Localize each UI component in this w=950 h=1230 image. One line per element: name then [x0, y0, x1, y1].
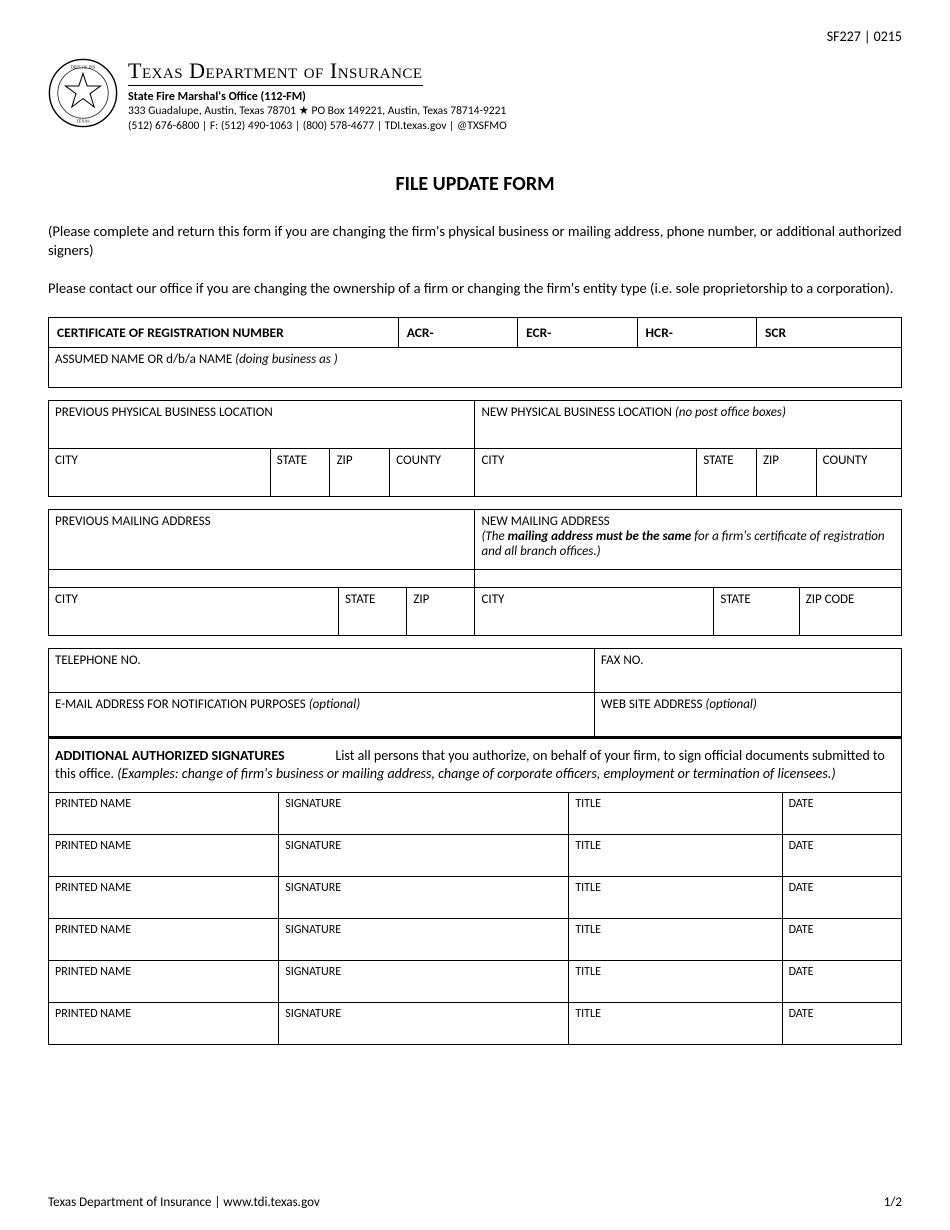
title-3[interactable]: TITLE	[569, 877, 782, 919]
new-mailing-label: NEW MAILING ADDRESS	[481, 514, 895, 529]
title-1[interactable]: TITLE	[569, 793, 782, 835]
website-label: WEB SITE ADDRESS	[601, 697, 703, 712]
svg-text:DEPT OF INS: DEPT OF INS	[71, 65, 96, 70]
department-title: Texas Department of Insurance	[128, 58, 423, 86]
signatures-heading: ADDITIONAL AUTHORIZED SIGNATURES	[55, 747, 285, 764]
signature-4[interactable]: SIGNATURE	[279, 919, 569, 961]
new-mailing-blank[interactable]	[475, 569, 902, 587]
title-6[interactable]: TITLE	[569, 1003, 782, 1045]
date-5[interactable]: DATE	[782, 961, 901, 1003]
new-mail-zipcode-field[interactable]: ZIP CODE	[799, 587, 901, 635]
cert-label: CERTIFICATE OF REGISTRATION NUMBER	[49, 317, 399, 347]
signature-6[interactable]: SIGNATURE	[279, 1003, 569, 1045]
prev-mailing-field[interactable]: PREVIOUS MAILING ADDRESS	[49, 509, 475, 569]
footer-left: Texas Department of Insurance | www.tdi.…	[48, 1195, 320, 1210]
title-2[interactable]: TITLE	[569, 835, 782, 877]
new-location-note: (no post office boxes)	[675, 405, 786, 420]
scr-field[interactable]: SCR	[756, 317, 901, 347]
prev-location-label: PREVIOUS PHYSICAL BUSINESS LOCATION	[55, 405, 273, 420]
new-city-field[interactable]: CITY	[475, 448, 697, 496]
certificate-table: CERTIFICATE OF REGISTRATION NUMBER ACR- …	[48, 317, 902, 388]
assumed-dba: d/b/a	[166, 352, 196, 367]
signatures-table: ADDITIONAL AUTHORIZED SIGNATURES List al…	[48, 737, 902, 1046]
acr-field[interactable]: ACR-	[398, 317, 517, 347]
new-mailing-field[interactable]: NEW MAILING ADDRESS (The mailing address…	[475, 509, 902, 569]
telephone-field[interactable]: TELEPHONE NO.	[49, 648, 595, 692]
assumed-name-field[interactable]: ASSUMED NAME OR d/b/a NAME (doing busine…	[49, 347, 902, 387]
prev-mail-state-field[interactable]: STATE	[339, 587, 407, 635]
website-field[interactable]: WEB SITE ADDRESS (optional)	[594, 692, 901, 736]
printed-name-6[interactable]: PRINTED NAME	[49, 1003, 279, 1045]
mailing-address-table: PREVIOUS MAILING ADDRESS NEW MAILING ADD…	[48, 509, 902, 636]
new-mailing-note: (The mailing address must be the same fo…	[481, 529, 895, 559]
prev-zip-field[interactable]: ZIP	[330, 448, 390, 496]
contact-line: (512) 676-6800 | F: (512) 490-1063 | (80…	[128, 119, 902, 134]
ecr-field[interactable]: ECR-	[518, 317, 637, 347]
email-optional: (optional)	[309, 697, 360, 712]
new-mail-city-field[interactable]: CITY	[475, 587, 714, 635]
printed-name-4[interactable]: PRINTED NAME	[49, 919, 279, 961]
printed-name-5[interactable]: PRINTED NAME	[49, 961, 279, 1003]
title-5[interactable]: TITLE	[569, 961, 782, 1003]
footer-page-number: 1/2	[884, 1195, 902, 1210]
printed-name-1[interactable]: PRINTED NAME	[49, 793, 279, 835]
instruction-p1: (Please complete and return this form if…	[48, 222, 902, 261]
prev-mailing-blank[interactable]	[49, 569, 475, 587]
assumed-prefix: ASSUMED NAME OR	[55, 352, 163, 367]
physical-location-table: PREVIOUS PHYSICAL BUSINESS LOCATION NEW …	[48, 400, 902, 497]
prev-city-field[interactable]: CITY	[49, 448, 271, 496]
new-location-field[interactable]: NEW PHYSICAL BUSINESS LOCATION (no post …	[475, 400, 902, 448]
form-code: SF227 | 0215	[827, 28, 902, 45]
assumed-suffix: NAME	[199, 352, 232, 367]
email-field[interactable]: E-MAIL ADDRESS FOR NOTIFICATION PURPOSES…	[49, 692, 595, 736]
signatures-examples: (Examples: change of firm's business or …	[117, 765, 835, 782]
new-county-field[interactable]: COUNTY	[816, 448, 901, 496]
printed-name-2[interactable]: PRINTED NAME	[49, 835, 279, 877]
new-location-label: NEW PHYSICAL BUSINESS LOCATION	[481, 405, 671, 420]
date-1[interactable]: DATE	[782, 793, 901, 835]
instruction-p2: Please contact our office if you are cha…	[48, 279, 902, 299]
website-optional: (optional)	[705, 697, 756, 712]
letterhead: DEPT OF INS TEXAS Texas Department of In…	[48, 58, 902, 134]
prev-state-field[interactable]: STATE	[270, 448, 330, 496]
printed-name-3[interactable]: PRINTED NAME	[49, 877, 279, 919]
state-seal-icon: DEPT OF INS TEXAS	[48, 58, 118, 128]
prev-location-field[interactable]: PREVIOUS PHYSICAL BUSINESS LOCATION	[49, 400, 475, 448]
date-4[interactable]: DATE	[782, 919, 901, 961]
signature-1[interactable]: SIGNATURE	[279, 793, 569, 835]
prev-mail-zip-field[interactable]: ZIP	[407, 587, 475, 635]
prev-mailing-label: PREVIOUS MAILING ADDRESS	[55, 514, 211, 529]
hcr-field[interactable]: HCR-	[637, 317, 756, 347]
signatures-header-cell: ADDITIONAL AUTHORIZED SIGNATURES List al…	[49, 738, 902, 793]
title-4[interactable]: TITLE	[569, 919, 782, 961]
page-footer: Texas Department of Insurance | www.tdi.…	[48, 1195, 902, 1210]
svg-text:TEXAS: TEXAS	[76, 118, 90, 123]
prev-county-field[interactable]: COUNTY	[390, 448, 475, 496]
contact-table: TELEPHONE NO. FAX NO. E-MAIL ADDRESS FOR…	[48, 648, 902, 737]
page: SF227 | 0215 DEPT OF INS TEXAS Texas Dep…	[0, 0, 950, 1230]
date-2[interactable]: DATE	[782, 835, 901, 877]
prev-mail-city-field[interactable]: CITY	[49, 587, 339, 635]
email-label: E-MAIL ADDRESS FOR NOTIFICATION PURPOSES	[55, 697, 306, 712]
fax-label: FAX NO.	[601, 653, 644, 668]
new-state-field[interactable]: STATE	[697, 448, 757, 496]
date-3[interactable]: DATE	[782, 877, 901, 919]
form-title: FILE UPDATE FORM	[48, 172, 902, 196]
signature-3[interactable]: SIGNATURE	[279, 877, 569, 919]
date-6[interactable]: DATE	[782, 1003, 901, 1045]
signature-2[interactable]: SIGNATURE	[279, 835, 569, 877]
address-line: 333 Guadalupe, Austin, Texas 78701 ★ PO …	[128, 104, 902, 119]
telephone-label: TELEPHONE NO.	[55, 653, 141, 668]
office-line: State Fire Marshal's Office (112-FM)	[128, 90, 902, 104]
signature-5[interactable]: SIGNATURE	[279, 961, 569, 1003]
new-zip-field[interactable]: ZIP	[756, 448, 816, 496]
new-mail-state-field[interactable]: STATE	[714, 587, 799, 635]
assumed-note: (doing business as )	[235, 352, 338, 367]
fax-field[interactable]: FAX NO.	[594, 648, 901, 692]
